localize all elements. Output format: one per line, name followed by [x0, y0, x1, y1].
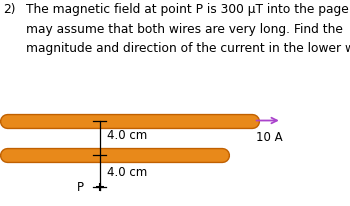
Text: 10 A: 10 A — [256, 131, 282, 144]
Text: 2): 2) — [3, 3, 15, 16]
Text: P: P — [77, 180, 84, 194]
Text: 4.0 cm: 4.0 cm — [107, 129, 147, 143]
Text: may assume that both wires are very long. Find the: may assume that both wires are very long… — [26, 23, 343, 36]
Text: The magnetic field at point P is 300 μT into the page. You: The magnetic field at point P is 300 μT … — [26, 3, 350, 16]
Text: magnitude and direction of the current in the lower wire.: magnitude and direction of the current i… — [26, 42, 350, 55]
Text: 4.0 cm: 4.0 cm — [107, 165, 147, 179]
